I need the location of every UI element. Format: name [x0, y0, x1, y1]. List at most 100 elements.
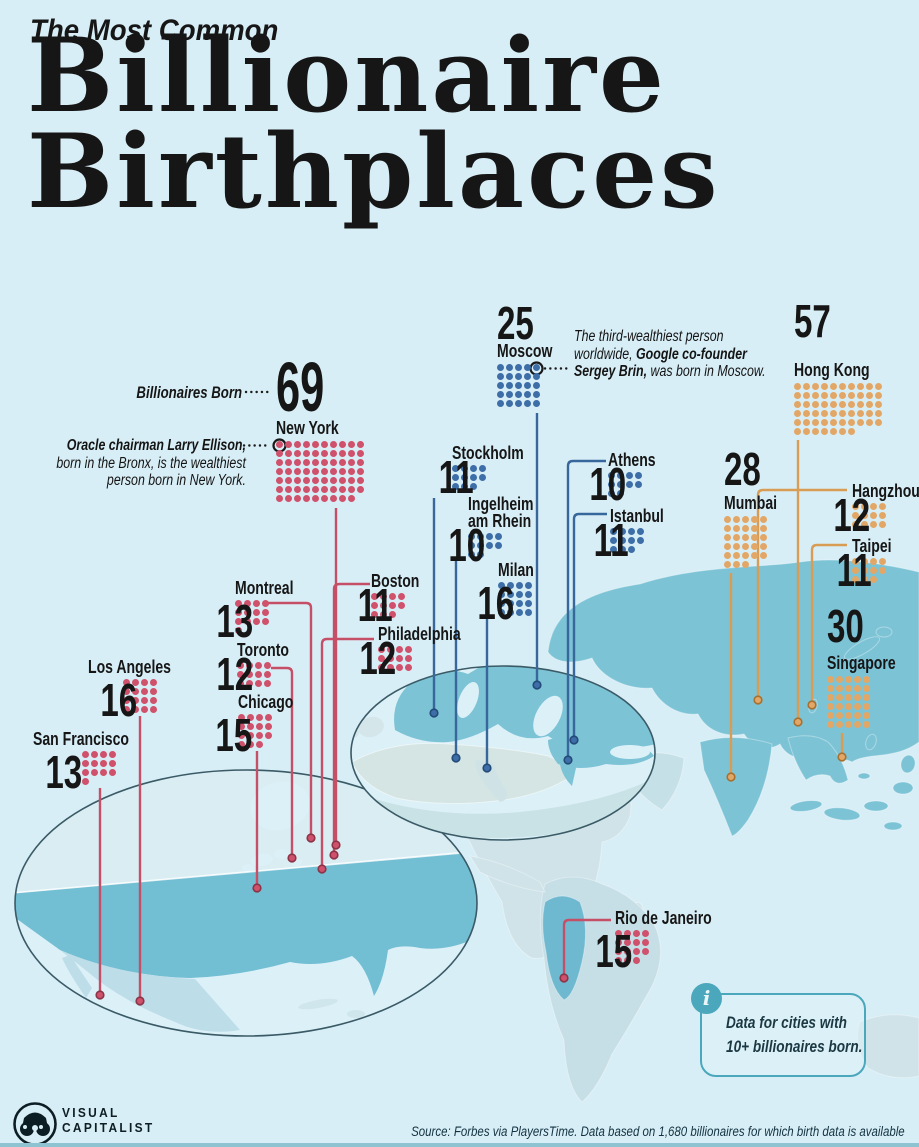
dot	[109, 769, 116, 776]
dot	[238, 732, 245, 739]
map-mexico	[60, 950, 240, 1032]
dot	[524, 364, 531, 372]
dot	[830, 419, 837, 427]
dot	[237, 671, 244, 678]
city-block-istanbul: 11 Istanbul	[580, 507, 679, 563]
dot	[733, 516, 740, 524]
dot	[477, 533, 484, 540]
dot	[821, 428, 828, 436]
kicker: The Most Common	[30, 14, 279, 47]
dot	[276, 476, 283, 484]
brin-line1: The third-wealthiest person	[574, 328, 724, 345]
dot	[875, 392, 882, 400]
dot	[468, 551, 475, 558]
city-count-chicago: 15	[215, 708, 253, 761]
dot	[497, 373, 504, 381]
dot	[624, 939, 631, 946]
ellison-line3: person born in New York.	[106, 472, 246, 489]
dot	[303, 476, 310, 484]
dot	[461, 465, 468, 472]
dot	[610, 537, 617, 544]
dot	[237, 680, 244, 687]
city-count-hangzhou: 12	[833, 488, 871, 541]
dot	[303, 494, 310, 502]
dot	[253, 600, 260, 607]
dot	[637, 537, 644, 544]
brin-line3-post: was born in Moscow.	[647, 363, 766, 380]
map-north-africa-inset	[354, 780, 654, 838]
dot	[863, 676, 870, 684]
dot	[477, 551, 484, 558]
dot	[262, 609, 269, 616]
dot	[628, 546, 635, 553]
dot	[396, 646, 403, 653]
dot	[827, 685, 834, 693]
map-southeast-asia	[787, 735, 849, 784]
dot	[516, 609, 523, 616]
map-north-america-inset	[15, 770, 477, 1032]
dot	[303, 467, 310, 475]
city-label-mumbai: Mumbai	[724, 493, 778, 514]
dot	[854, 676, 861, 684]
dot	[247, 714, 254, 721]
dot-grid-mumbai	[724, 516, 792, 569]
dot	[626, 481, 633, 488]
dot	[150, 688, 157, 695]
dot-grid-chicago	[238, 714, 272, 748]
dot	[516, 591, 523, 598]
dot	[244, 609, 251, 616]
city-label-athens: Athens	[608, 450, 656, 470]
dot	[150, 706, 157, 713]
map-central-america	[468, 855, 546, 893]
dot-grid-new-york	[276, 440, 364, 502]
dot	[389, 602, 396, 609]
dot	[608, 481, 615, 488]
dot	[637, 528, 644, 535]
dot	[255, 662, 262, 669]
dot	[132, 706, 139, 713]
dot	[863, 703, 870, 711]
city-label-singapore: Singapore	[827, 653, 896, 674]
dot	[486, 533, 493, 540]
dot	[845, 703, 852, 711]
dot	[760, 543, 767, 551]
dot	[91, 751, 98, 758]
city-block-toronto: 12 Toronto	[202, 641, 304, 697]
dot	[452, 474, 459, 481]
leader-montreal	[268, 601, 313, 834]
city-block-ingelheim-am-rhein: 10 Ingelheim am Rhein	[434, 495, 552, 568]
city-count-mumbai: 28	[724, 443, 761, 495]
dot	[507, 600, 514, 607]
dot	[879, 558, 886, 565]
dot	[312, 485, 319, 493]
map-usa	[15, 852, 477, 996]
dot	[857, 401, 864, 409]
dot	[479, 465, 486, 472]
dot	[380, 602, 387, 609]
city-count-rio-de-janeiro: 15	[595, 924, 633, 977]
dot	[100, 760, 107, 767]
dot	[387, 664, 394, 671]
dot	[839, 410, 846, 418]
dot	[515, 364, 522, 372]
dot	[330, 467, 337, 475]
dot	[357, 458, 364, 466]
dot	[870, 521, 877, 528]
city-count-moscow: 25	[497, 297, 534, 349]
city-block-hong-kong: 57 Hong Kong	[794, 298, 891, 436]
dot	[461, 483, 468, 490]
brin-line2-pre: worldwide,	[574, 345, 637, 363]
dot	[285, 476, 292, 484]
dot	[863, 721, 870, 729]
dot	[303, 440, 310, 448]
city-count-toronto: 12	[216, 647, 254, 700]
brin-line3-bold: Sergey Brin,	[574, 363, 648, 380]
dot	[371, 611, 378, 618]
dot	[516, 582, 523, 589]
dot	[235, 627, 242, 634]
dot	[506, 373, 513, 381]
dot	[498, 600, 505, 607]
dot	[246, 680, 253, 687]
dot	[633, 948, 640, 955]
